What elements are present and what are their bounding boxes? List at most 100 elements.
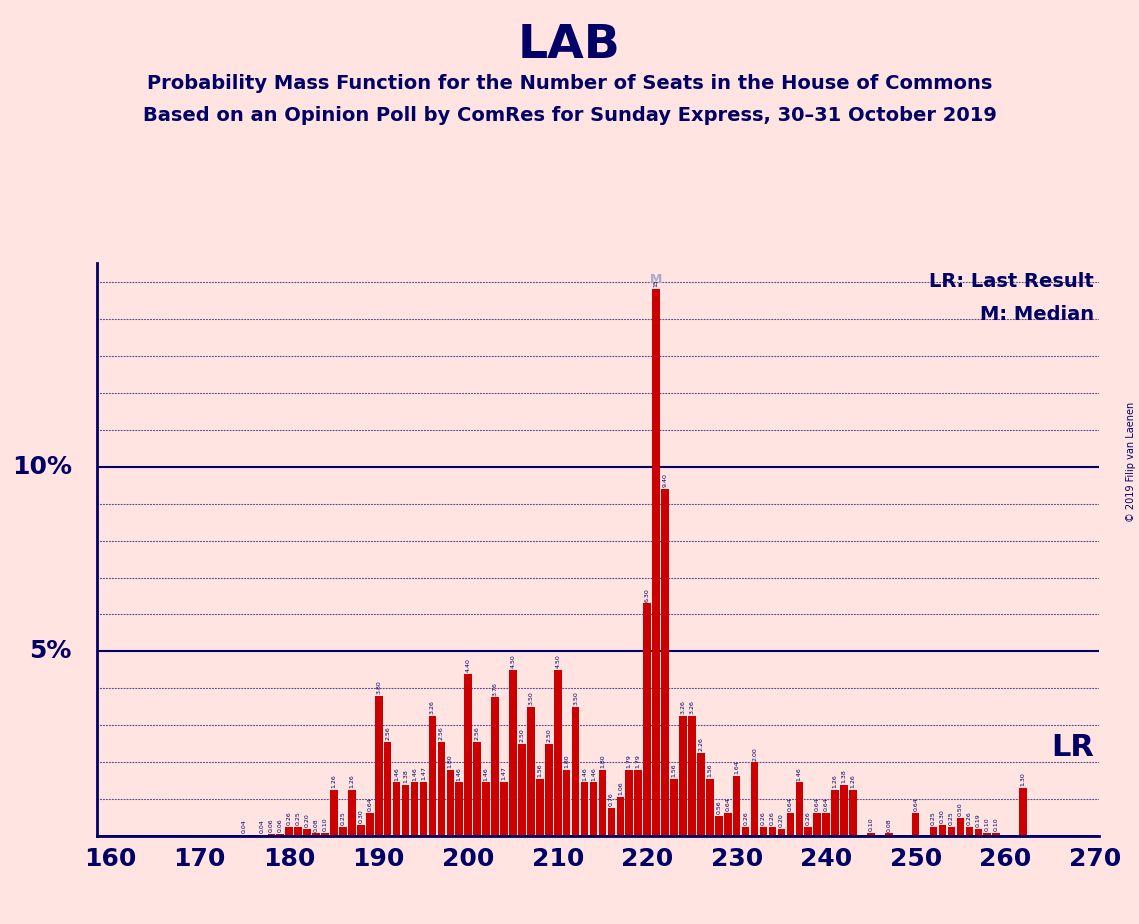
Text: 15: 15 — [654, 280, 658, 287]
Bar — [599, 770, 606, 836]
Text: 0.64: 0.64 — [913, 797, 918, 811]
Text: 3.26: 3.26 — [680, 700, 686, 714]
Bar — [527, 707, 534, 836]
Bar — [384, 742, 392, 836]
Text: 10%: 10% — [11, 455, 72, 479]
Text: 0.64: 0.64 — [367, 797, 372, 811]
Bar — [482, 783, 490, 836]
Bar — [697, 753, 705, 836]
Text: 0.64: 0.64 — [823, 797, 829, 811]
Bar — [634, 770, 642, 836]
Text: 0.08: 0.08 — [313, 818, 319, 832]
Bar — [804, 827, 812, 836]
Text: 2.50: 2.50 — [519, 728, 524, 742]
Text: 9.40: 9.40 — [663, 473, 667, 487]
Bar — [741, 827, 749, 836]
Bar — [769, 827, 777, 836]
Bar — [948, 827, 956, 836]
Bar — [975, 829, 982, 836]
Bar — [303, 829, 311, 836]
Bar — [554, 670, 562, 836]
Bar — [795, 783, 803, 836]
Bar — [607, 808, 615, 836]
Text: M: Median: M: Median — [980, 305, 1095, 323]
Text: 5%: 5% — [30, 639, 72, 663]
Bar — [670, 779, 678, 836]
Text: 1.46: 1.46 — [412, 767, 417, 781]
Text: 4.50: 4.50 — [510, 654, 516, 668]
Text: 2.26: 2.26 — [698, 737, 704, 751]
Text: 1.26: 1.26 — [851, 774, 855, 788]
Bar — [349, 790, 355, 836]
Text: 1.30: 1.30 — [1021, 772, 1025, 786]
Text: 0.04: 0.04 — [241, 820, 247, 833]
Text: 1.64: 1.64 — [735, 760, 739, 774]
Text: 0.25: 0.25 — [296, 811, 301, 825]
Bar — [375, 696, 383, 836]
Text: 1.56: 1.56 — [538, 763, 542, 777]
Text: LR: Last Result: LR: Last Result — [929, 272, 1095, 291]
Text: 1.56: 1.56 — [672, 763, 677, 777]
Bar — [751, 762, 759, 836]
Text: 1.46: 1.46 — [394, 767, 399, 781]
Bar — [867, 833, 875, 836]
Text: Probability Mass Function for the Number of Seats in the House of Commons: Probability Mass Function for the Number… — [147, 74, 992, 93]
Bar — [706, 779, 714, 836]
Bar — [572, 707, 580, 836]
Text: 1.26: 1.26 — [833, 774, 837, 788]
Bar — [688, 716, 696, 836]
Bar — [446, 770, 454, 836]
Bar — [536, 779, 543, 836]
Bar — [850, 790, 857, 836]
Bar — [983, 833, 991, 836]
Bar — [1019, 788, 1027, 836]
Text: 0.26: 0.26 — [743, 811, 748, 825]
Text: 3.50: 3.50 — [528, 691, 533, 705]
Bar — [330, 790, 338, 836]
Bar — [402, 785, 409, 836]
Bar — [456, 783, 464, 836]
Text: 0.10: 0.10 — [993, 817, 999, 831]
Bar — [259, 834, 267, 836]
Bar — [653, 289, 659, 836]
Text: LR: LR — [1051, 733, 1095, 762]
Text: 3.26: 3.26 — [429, 700, 435, 714]
Text: 2.56: 2.56 — [475, 726, 480, 740]
Text: 0.10: 0.10 — [868, 817, 874, 831]
Bar — [787, 812, 794, 836]
Bar — [357, 825, 364, 836]
Text: 0.26: 0.26 — [287, 811, 292, 825]
Bar — [500, 782, 508, 836]
Text: 1.80: 1.80 — [564, 754, 570, 768]
Text: 0.20: 0.20 — [779, 813, 784, 827]
Text: 0.26: 0.26 — [761, 811, 767, 825]
Text: 3.50: 3.50 — [573, 691, 579, 705]
Text: 0.20: 0.20 — [304, 813, 310, 827]
Text: 1.46: 1.46 — [484, 767, 489, 781]
Text: 1.38: 1.38 — [403, 770, 408, 784]
Text: 0.64: 0.64 — [726, 797, 730, 811]
Bar — [474, 742, 481, 836]
Text: 0.06: 0.06 — [278, 819, 282, 833]
Text: 1.80: 1.80 — [448, 754, 453, 768]
Bar — [760, 827, 768, 836]
Bar — [885, 833, 893, 836]
Text: 1.46: 1.46 — [582, 767, 587, 781]
Text: 0.64: 0.64 — [814, 797, 820, 811]
Bar — [437, 742, 445, 836]
Text: 1.47: 1.47 — [421, 766, 426, 780]
Bar — [518, 744, 526, 836]
Text: 0.06: 0.06 — [269, 819, 273, 833]
Bar — [339, 827, 346, 836]
Text: 2.56: 2.56 — [439, 726, 444, 740]
Text: Based on an Opinion Poll by ComRes for Sunday Express, 30–31 October 2019: Based on an Opinion Poll by ComRes for S… — [142, 106, 997, 126]
Bar — [778, 829, 785, 836]
Text: 0.26: 0.26 — [967, 811, 972, 825]
Text: 0.30: 0.30 — [359, 809, 363, 823]
Text: 0.64: 0.64 — [788, 797, 793, 811]
Bar — [957, 818, 965, 836]
Text: LAB: LAB — [518, 23, 621, 68]
Bar — [581, 783, 589, 836]
Text: 0.76: 0.76 — [609, 793, 614, 807]
Bar — [286, 827, 293, 836]
